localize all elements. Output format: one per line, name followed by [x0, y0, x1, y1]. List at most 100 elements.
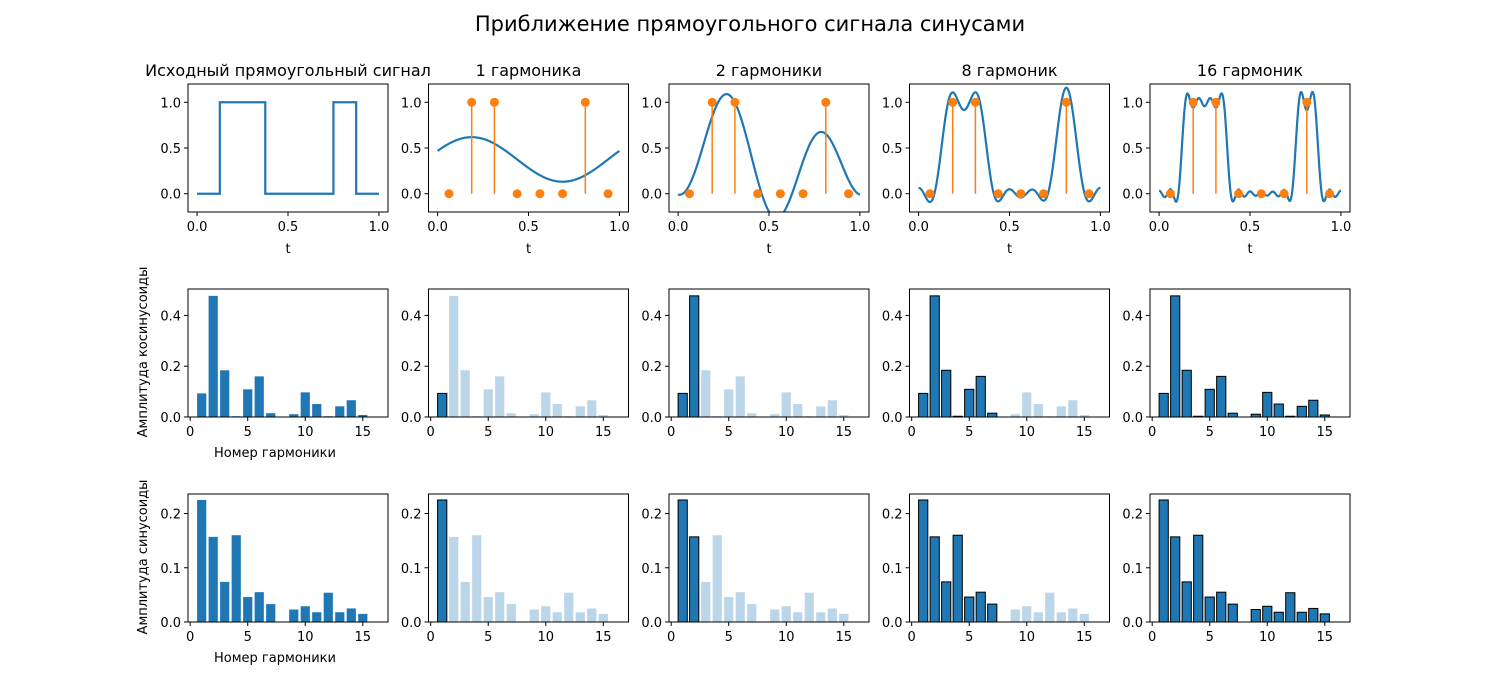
x-tick-label: 0 [186, 630, 194, 645]
x-tick-label: 5 [965, 630, 973, 645]
y-tick-label: 0.2 [401, 360, 422, 375]
y-axis-label: Амплитуда косинусоиды [136, 267, 151, 438]
y-tick-label: 0.0 [1122, 411, 1143, 426]
subplot-title: Исходный прямоугольный сигнал [145, 61, 431, 80]
subplot-row2-col3: 0 5 10 15 0.0 0.2 0.4 [641, 288, 870, 440]
y-tick-label: 0.1 [641, 562, 662, 577]
sample-point [1279, 189, 1289, 199]
bar-harmonic-7 [1227, 603, 1238, 622]
subplot-title: 1 гармоника [476, 61, 582, 80]
bar-harmonic-1 [677, 499, 688, 622]
y-tick-label: 0.0 [882, 411, 903, 426]
bar-harmonic-12 [564, 592, 574, 622]
sample-point [1325, 189, 1335, 199]
sample-point [1234, 189, 1244, 199]
y-tick-label: 0.1 [882, 562, 903, 577]
bar-harmonic-15 [1079, 613, 1089, 622]
bar-harmonic-11 [1033, 404, 1043, 417]
bar-harmonic-5 [724, 597, 734, 622]
subplots: 0.0 0.5 1.0 0.0 0.5 1.0 t Исходный прямоугольны… [136, 61, 1351, 666]
bar-harmonic-6 [254, 376, 264, 417]
x-tick-label: 0 [667, 425, 675, 440]
x-tick-label: 0 [1148, 630, 1156, 645]
bar-harmonic-9 [529, 414, 539, 417]
x-tick-label: 5 [1206, 630, 1214, 645]
bar-harmonic-6 [495, 376, 505, 417]
bar-harmonic-6 [1216, 375, 1227, 417]
x-axis-label: t [766, 242, 771, 257]
bar-harmonic-10 [541, 392, 551, 417]
bar-harmonic-9 [1250, 609, 1261, 622]
bar-harmonic-11 [312, 404, 322, 417]
bar-harmonic-10 [1262, 605, 1273, 622]
bar-harmonic-7 [506, 413, 516, 417]
x-tick-label: 15 [1317, 630, 1334, 645]
bar-harmonic-15 [1319, 613, 1330, 622]
bar-harmonic-13 [335, 406, 345, 417]
bar-harmonic-10 [1022, 392, 1032, 417]
bar-harmonic-4 [472, 535, 482, 622]
bar-harmonic-2 [929, 536, 940, 622]
x-tick-label: 1.0 [850, 220, 871, 235]
bar-harmonic-15 [839, 414, 849, 417]
bar-harmonic-10 [781, 606, 791, 622]
x-tick-label: 10 [297, 630, 314, 645]
plot-area [677, 93, 861, 212]
sample-point [603, 189, 613, 199]
bar-harmonic-14 [587, 400, 597, 417]
square-signal-line [197, 101, 379, 195]
y-tick-label: 0.0 [401, 188, 422, 203]
y-tick-label: 0.0 [882, 616, 903, 631]
bar-harmonic-6 [975, 375, 986, 417]
x-tick-label: 0 [667, 630, 675, 645]
y-tick-label: 0.0 [641, 616, 662, 631]
y-tick-label: 0.5 [882, 142, 903, 157]
bar-harmonic-6 [975, 591, 986, 622]
bar-harmonic-5 [243, 389, 253, 417]
y-tick-label: 0.0 [882, 188, 903, 203]
x-tick-label: 5 [1206, 425, 1214, 440]
y-tick-label: 0.2 [160, 508, 181, 523]
bar-harmonic-11 [1273, 611, 1284, 622]
x-tick-label: 15 [595, 630, 612, 645]
bar-harmonic-15 [839, 613, 849, 622]
bar-harmonic-14 [1068, 400, 1078, 417]
bar-harmonic-11 [312, 612, 322, 622]
bar-harmonic-10 [541, 606, 551, 622]
bar-harmonic-1 [197, 499, 207, 622]
bar-harmonic-4 [231, 535, 241, 622]
subplot-row2-col5: 0 5 10 15 0.0 0.2 0.4 [1122, 288, 1351, 440]
sample-point [512, 189, 522, 199]
y-tick-label: 0.0 [1122, 616, 1143, 631]
plot-area [197, 295, 368, 417]
sample-point [444, 189, 454, 199]
approximation-line [436, 136, 621, 183]
x-tick-label: 0.0 [1149, 220, 1170, 235]
figure-title: Приближение прямоугольного сигнала синус… [475, 12, 1025, 36]
sample-point [1165, 189, 1175, 199]
plot-area [677, 499, 849, 622]
y-tick-label: 0.4 [882, 309, 903, 324]
bar-harmonic-1 [918, 499, 929, 622]
bar-harmonic-14 [1068, 608, 1078, 622]
x-tick-label: 0 [908, 425, 916, 440]
approximation-line [918, 86, 1101, 204]
bar-harmonic-11 [793, 612, 803, 622]
bar-harmonic-1 [1158, 499, 1169, 622]
bar-harmonic-11 [1033, 612, 1043, 622]
axes-frame [668, 493, 870, 623]
x-tick-label: 0.0 [668, 220, 689, 235]
subplot-title: 2 гармоники [716, 61, 822, 80]
bar-harmonic-5 [964, 596, 975, 622]
bar-harmonic-3 [220, 370, 230, 417]
x-tick-label: 10 [297, 425, 314, 440]
bar-harmonic-1 [197, 393, 207, 417]
subplot-title: 16 гармоник [1197, 61, 1304, 80]
sample-point [970, 97, 980, 107]
y-tick-label: 0.1 [401, 562, 422, 577]
x-axis-label: Номер гармоники [214, 651, 336, 666]
sample-point [535, 189, 545, 199]
x-tick-label: 0.5 [1240, 220, 1261, 235]
subplot-row1-col1: 0.0 0.5 1.0 0.0 0.5 1.0 t Исходный прямоугольны… [145, 61, 431, 257]
x-tick-label: 15 [836, 425, 853, 440]
